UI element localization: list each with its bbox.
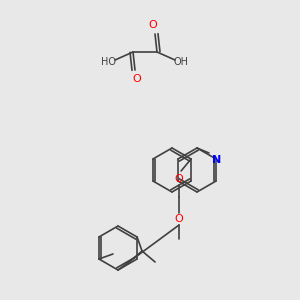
Text: HO: HO xyxy=(101,57,116,67)
Text: O: O xyxy=(133,74,141,84)
Text: N: N xyxy=(212,155,222,165)
Text: OH: OH xyxy=(173,57,188,67)
Text: O: O xyxy=(175,214,183,224)
Text: O: O xyxy=(175,174,183,184)
Text: O: O xyxy=(148,20,158,30)
